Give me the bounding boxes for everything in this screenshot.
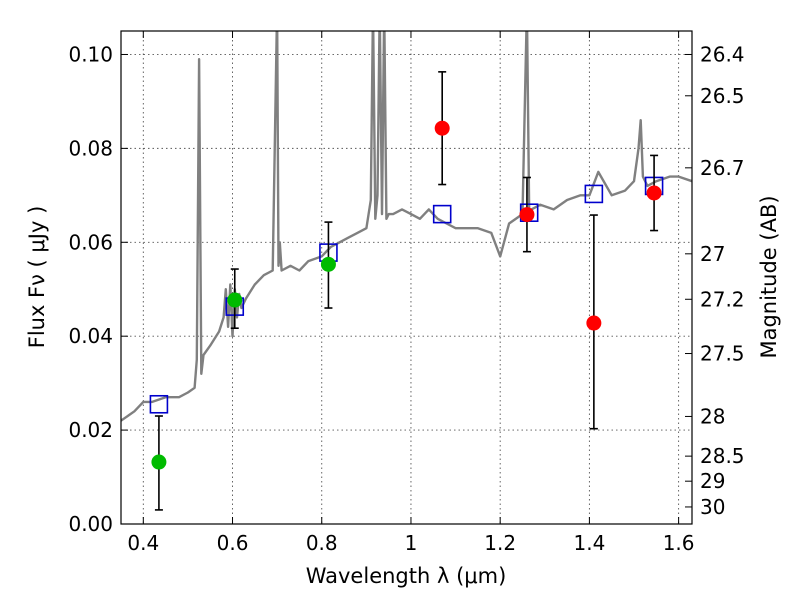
y2-tick-label: 27.5 [700,342,745,366]
grid [121,31,692,525]
observed-points [151,120,662,470]
y-axis-ticks: 0.00 0.02 0.04 0.06 0.08 0.10 [68,42,128,536]
model-square [584,184,604,204]
red-point [646,185,662,201]
y-tick-label: 0.08 [68,136,113,160]
green-point [151,454,167,470]
y2-tick-label: 26.5 [700,84,745,108]
y2-tick-label: 27.2 [700,287,745,311]
x-tick-label: 0.4 [127,531,159,555]
green-point [227,292,243,308]
y-tick-label: 0.10 [68,42,113,66]
y2-tick-label: 29 [700,469,725,493]
y2-tick-label: 26.4 [700,42,745,66]
green-point [320,256,336,272]
y2-tick-label: 27 [700,242,725,266]
plot-frame [120,30,693,525]
x-axis-ticks: 0.4 0.6 0.8 1 1.2 1.4 1.6 [127,31,695,555]
y-tick-label: 0.04 [68,324,113,348]
y-tick-label: 0.02 [68,418,113,442]
x-tick-label: 0.6 [217,531,249,555]
y-axis-label: Flux Fν ( μJy ) [25,206,49,349]
model-square [432,204,452,224]
model-square [149,394,169,414]
x-tick-label: 1.2 [484,531,516,555]
red-point [519,207,535,223]
x-axis-label: Wavelength λ (μm) [306,564,507,588]
spectrum-line [121,31,692,422]
plot-area [121,31,692,511]
y2-tick-label: 28 [700,404,725,428]
x-tick-label: 0.8 [306,531,338,555]
y2-tick-label: 28.5 [700,444,745,468]
y2-tick-label: 26.7 [700,156,745,180]
x-tick-label: 1.4 [573,531,605,555]
x-tick-label: 1.6 [663,531,695,555]
y-tick-label: 0.00 [68,512,113,536]
x-tick-label: 1 [405,531,418,555]
red-point [586,315,602,331]
y2-axis-label: Magnitude (AB) [757,195,781,358]
red-point [434,120,450,136]
y2-tick-label: 30 [700,495,725,519]
y-tick-label: 0.06 [68,230,113,254]
